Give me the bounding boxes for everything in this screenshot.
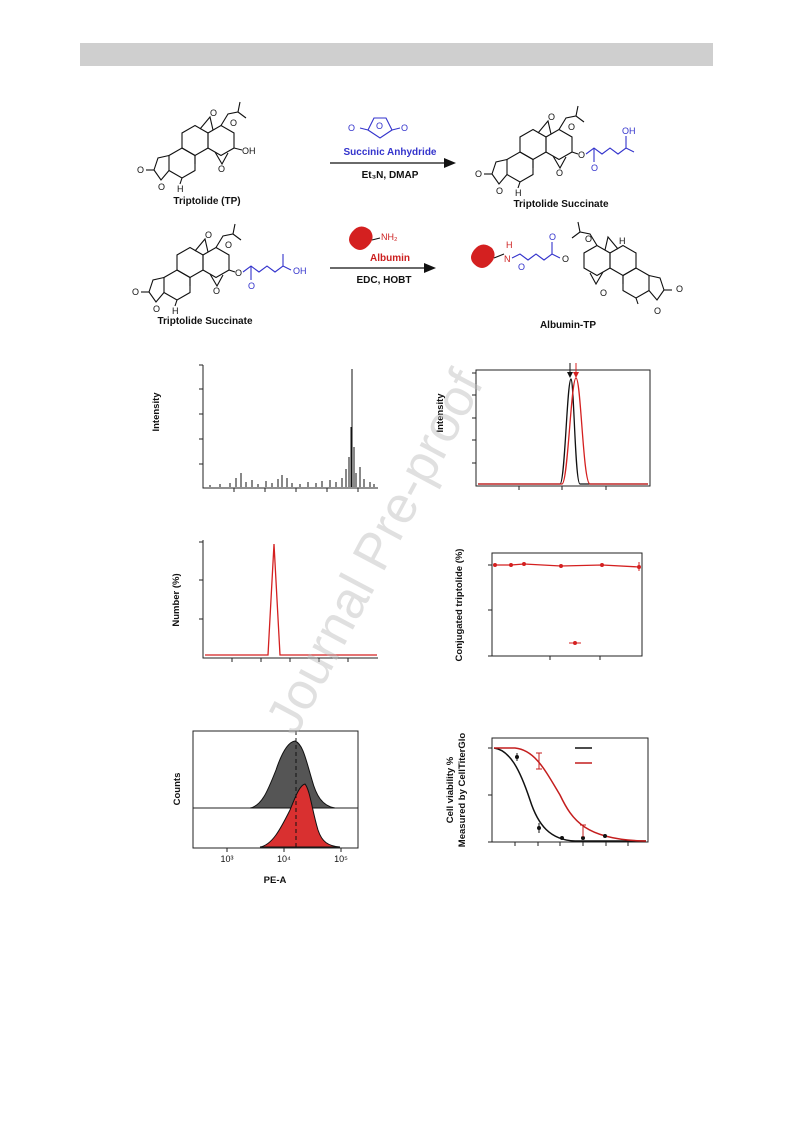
arrowhead	[444, 158, 456, 168]
atom: O	[562, 254, 569, 264]
atom: O	[210, 108, 217, 118]
compound-label: Albumin-TP	[540, 320, 596, 331]
y-axis-label: Counts	[172, 773, 183, 806]
atom: O	[518, 262, 525, 272]
compound-label: Triptolide (TP)	[173, 196, 240, 207]
y-axis-label: Measured by CellTiterGlo	[457, 733, 468, 848]
atom: O	[556, 168, 563, 178]
atom: O	[218, 164, 225, 174]
atom: O	[496, 186, 503, 196]
albumin-tp: H N O O O O O O O H	[471, 221, 683, 316]
x-tick-label: 10⁴	[277, 854, 291, 864]
conditions: Et₃N, DMAP	[362, 170, 419, 181]
y-axis-label: Intensity	[435, 393, 446, 433]
atom: OH	[622, 126, 636, 136]
atom: NH₂	[381, 232, 398, 242]
atom: O	[591, 163, 598, 173]
atom: O	[548, 112, 555, 122]
triptolide-succinate: O O O O O H O O OH	[475, 105, 636, 198]
atom: H	[619, 236, 626, 246]
triptolide-succinate: O O O O O H O O OH	[132, 223, 307, 316]
atom: O	[248, 281, 255, 291]
atom: H	[515, 188, 522, 198]
dls-plot	[199, 540, 378, 662]
atom: H	[506, 240, 513, 250]
atom: O	[132, 287, 139, 297]
atom: O	[578, 150, 585, 160]
conditions: EDC, HOBT	[357, 275, 412, 286]
compound-label: Triptolide Succinate	[513, 199, 608, 210]
atom: H	[172, 306, 179, 316]
atom: OH	[293, 266, 307, 276]
atom: O	[137, 165, 144, 175]
succinic-anhydride: O O O	[348, 117, 408, 139]
header-bar	[80, 43, 713, 66]
atom: O	[153, 304, 160, 314]
x-tick-label: 10³	[220, 854, 233, 864]
x-tick-label: 10⁵	[334, 854, 348, 864]
stability-plot	[488, 552, 643, 660]
atom: O	[158, 182, 165, 192]
reagent: Succinic Anhydride	[344, 147, 437, 158]
atom: O	[401, 123, 408, 133]
atom: O	[549, 232, 556, 242]
y-axis-label: Cell viability %	[445, 756, 456, 823]
atom: O	[205, 230, 212, 240]
atom: O	[225, 240, 232, 250]
atom: H	[177, 184, 184, 194]
atom: O	[475, 169, 482, 179]
atom: O	[585, 234, 592, 244]
y-axis-label: Conjugated triptolide (%)	[454, 549, 465, 662]
atom: O	[213, 286, 220, 296]
mass-spec-plot	[199, 364, 378, 492]
hplc-plot	[472, 363, 651, 490]
bond	[371, 237, 381, 241]
triptolide-structure: O O O O O H OH	[137, 101, 256, 194]
viability-plot	[488, 737, 649, 846]
reagent: Albumin	[370, 253, 410, 264]
arrowhead	[424, 263, 436, 273]
atom: OH	[242, 146, 256, 156]
y-axis-label: Number (%)	[171, 573, 182, 626]
atom: O	[568, 122, 575, 132]
atom: N	[504, 254, 511, 264]
flow-plot	[192, 730, 359, 852]
compound-label: Triptolide Succinate	[157, 316, 252, 327]
albumin-icon	[349, 226, 373, 250]
atom: O	[654, 306, 661, 316]
atom: O	[676, 284, 683, 294]
atom: O	[230, 118, 237, 128]
x-axis-label: PE-A	[264, 875, 287, 886]
atom: O	[600, 288, 607, 298]
y-axis-label: Intensity	[151, 392, 162, 432]
atom: O	[376, 121, 383, 131]
atom: O	[235, 268, 242, 278]
atom: O	[348, 123, 355, 133]
